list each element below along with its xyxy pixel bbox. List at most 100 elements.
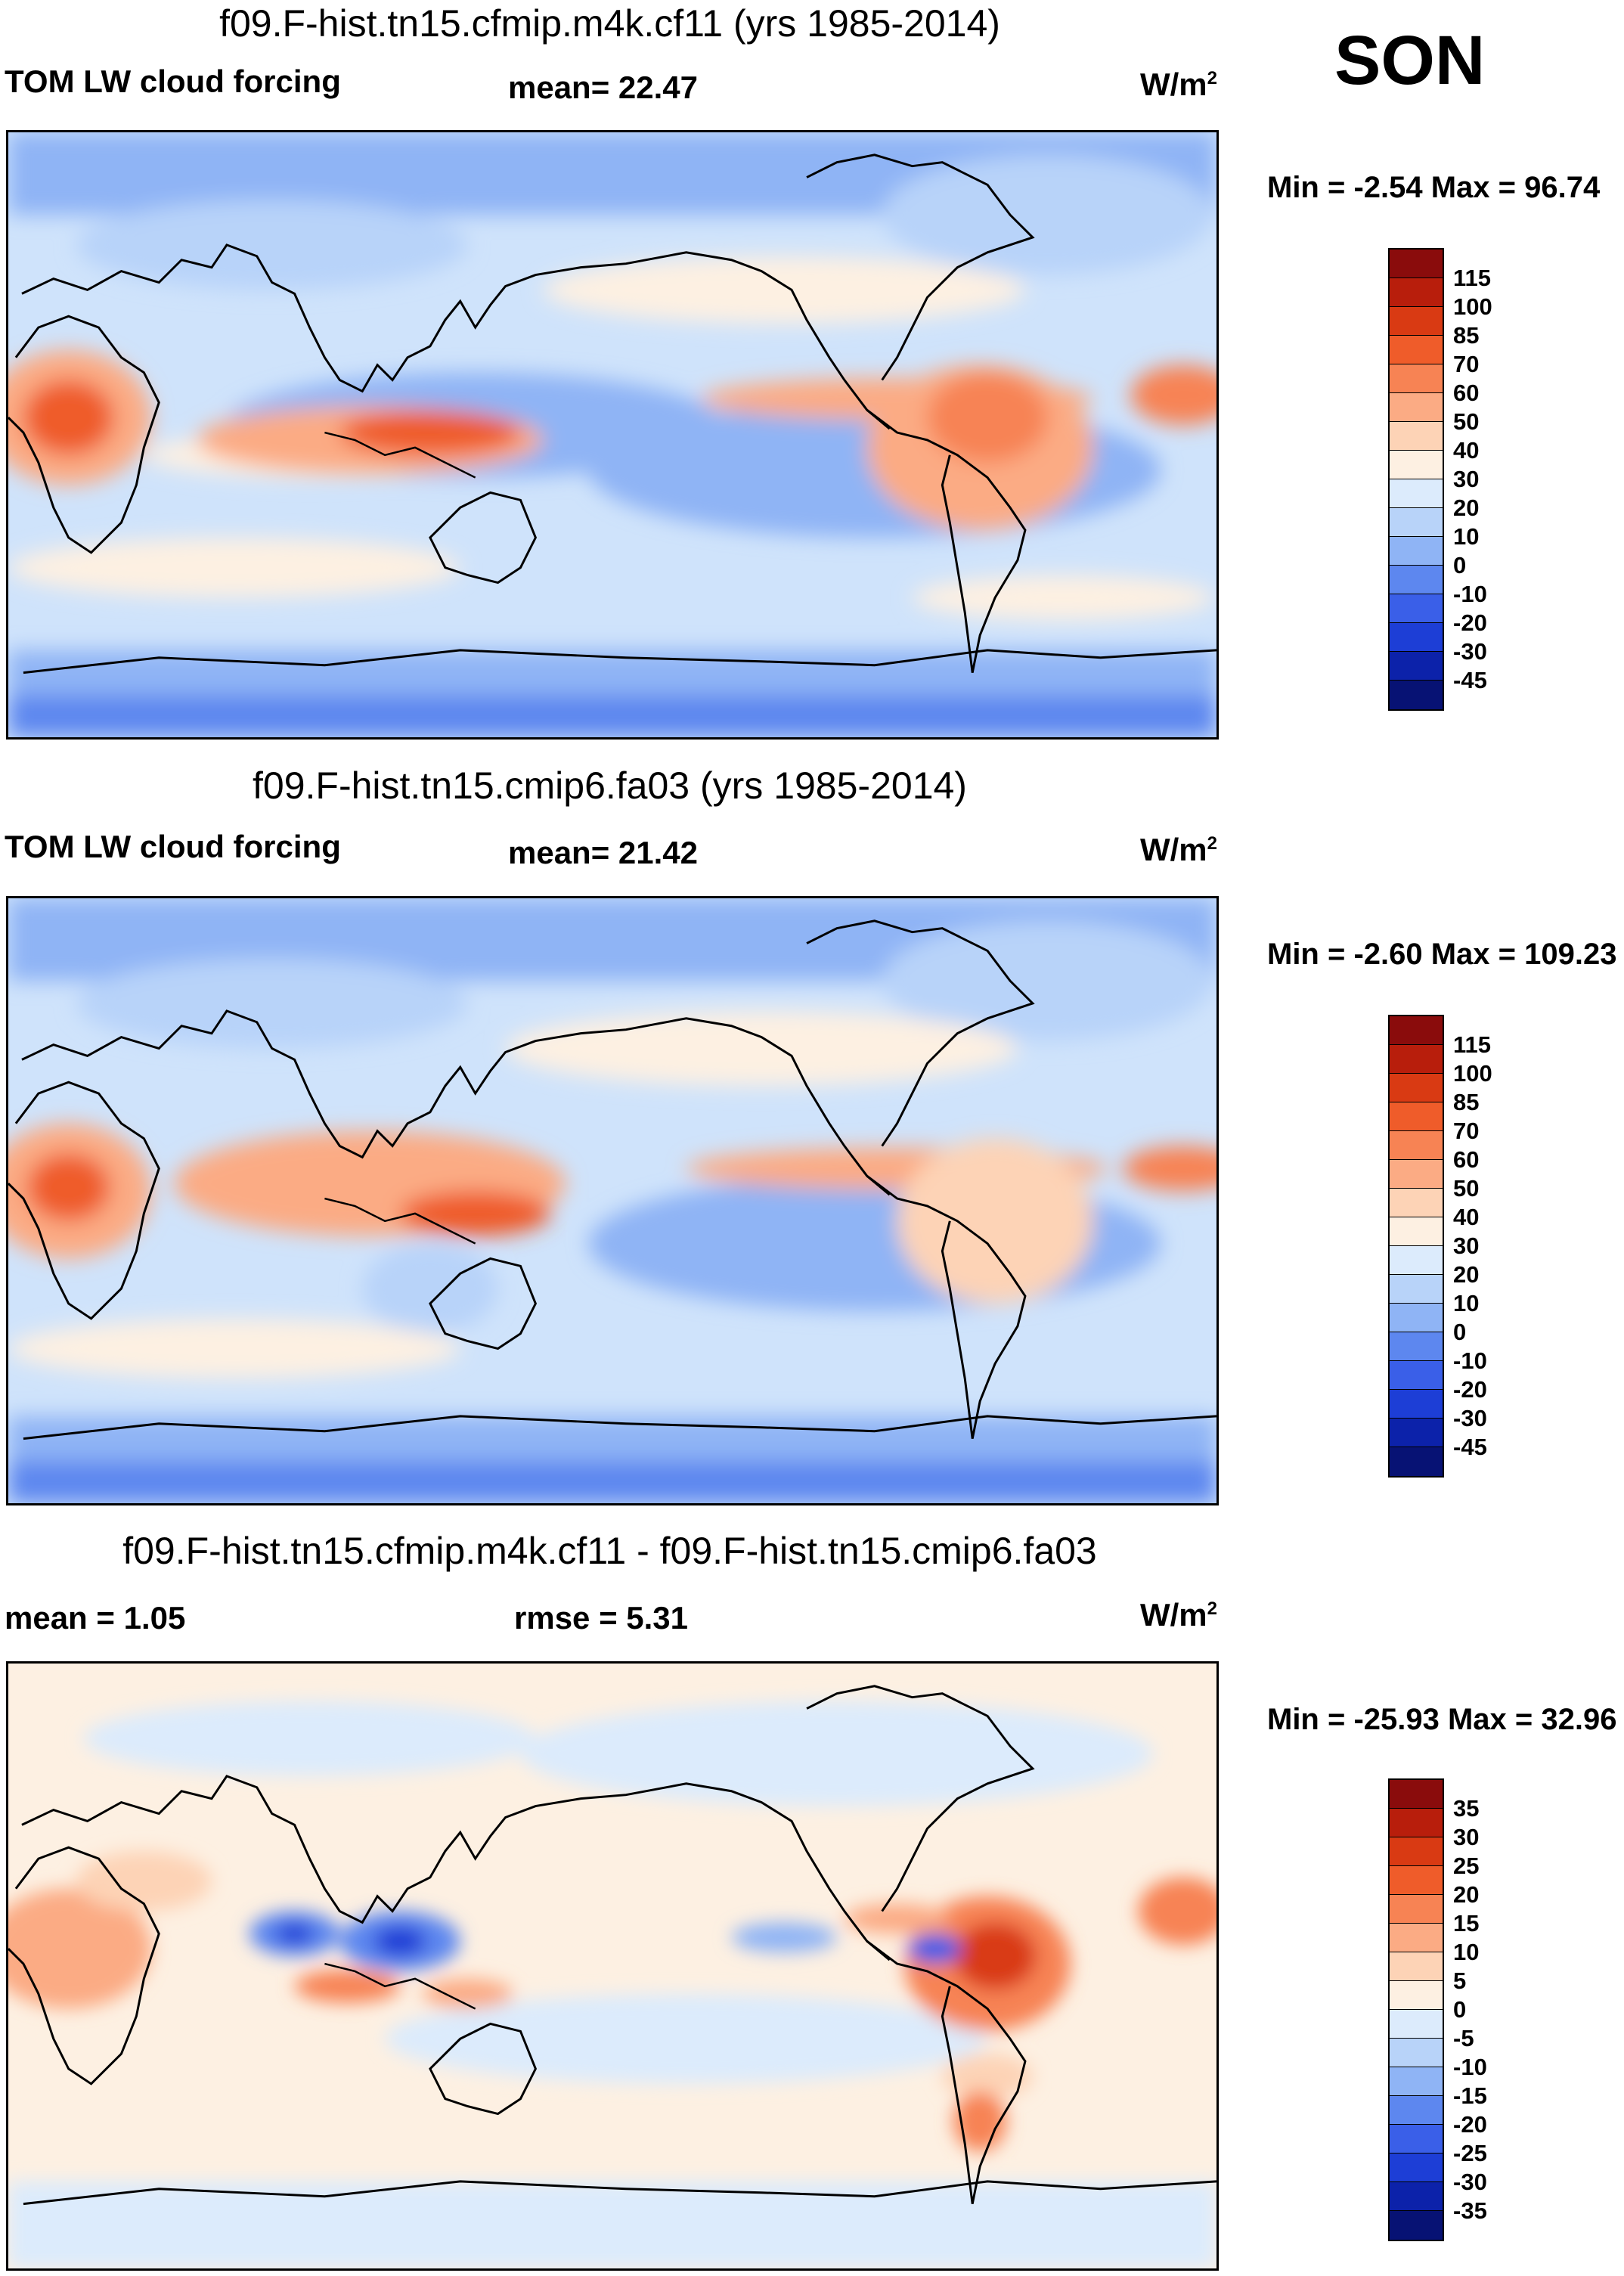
colorbar-tick-label: 85: [1453, 322, 1480, 349]
colorbar-segment: [1390, 1361, 1443, 1390]
colorbar-segment: [1390, 2010, 1443, 2039]
colorbar-2: [1388, 1015, 1444, 1478]
colorbar-tick-label: 60: [1453, 1146, 1480, 1173]
colorbar-tick-label: -35: [1453, 2197, 1487, 2224]
colorbar-segment: [1390, 566, 1443, 594]
colorbar-segment: [1390, 278, 1443, 307]
panel-3-mean: mean = 1.05: [5, 1600, 186, 1636]
colorbar-tick-label: 20: [1453, 1261, 1480, 1288]
colorbar-segment: [1390, 1160, 1443, 1189]
colorbar-tick-label: 40: [1453, 1204, 1480, 1230]
colorbar-tick-label: 70: [1453, 351, 1480, 377]
panel-3-rmse: rmse = 5.31: [514, 1600, 689, 1636]
contour-map-1: [8, 132, 1216, 737]
colorbar-segment: [1390, 2125, 1443, 2154]
colorbar-tick-label: -10: [1453, 2054, 1487, 2080]
panel-2-variable-label: TOM LW cloud forcing: [5, 829, 341, 864]
colorbar-segment: [1390, 2067, 1443, 2096]
panel-1-variable-label: TOM LW cloud forcing: [5, 64, 341, 99]
colorbar-tick-label: 20: [1453, 495, 1480, 521]
colorbar-segment: [1390, 479, 1443, 508]
colorbar-segment: [1390, 1246, 1443, 1275]
colorbar-segment: [1390, 1390, 1443, 1419]
colorbar-tick-label: 20: [1453, 1881, 1480, 1908]
colorbar-segment: [1390, 1131, 1443, 1160]
colorbar-tick-label: 0: [1453, 552, 1467, 578]
colorbar-tick-label: 5: [1453, 1967, 1467, 1994]
colorbar-tick-label: -15: [1453, 2082, 1487, 2109]
colorbar-segment: [1390, 2096, 1443, 2125]
colorbar-tick-label: -10: [1453, 581, 1487, 607]
panel-2-minmax: Min = -2.60 Max = 109.23: [1267, 938, 1617, 971]
colorbar-tick-label: 85: [1453, 1089, 1480, 1115]
panel-1-mean: mean= 22.47: [508, 70, 699, 105]
colorbar-3: [1388, 1778, 1444, 2241]
colorbar-tick-label: -25: [1453, 2140, 1487, 2166]
colorbar-segment: [1390, 250, 1443, 278]
colorbar-tick-label: 10: [1453, 523, 1480, 550]
colorbar-tick-label: 115: [1453, 265, 1492, 291]
colorbar-segment: [1390, 652, 1443, 681]
colorbar-1: [1388, 248, 1444, 711]
colorbar-segment: [1390, 1217, 1443, 1246]
colorbar-segment: [1390, 1419, 1443, 1447]
colorbar-segment: [1390, 1045, 1443, 1074]
panel-3-minmax: Min = -25.93 Max = 32.96: [1267, 1703, 1617, 1736]
colorbar-segment: [1390, 681, 1443, 709]
colorbar-segment: [1390, 364, 1443, 393]
season-label: SON: [1334, 22, 1486, 99]
colorbar-segment: [1390, 1981, 1443, 2010]
colorbar-segment: [1390, 1074, 1443, 1102]
colorbar-tick-label: 60: [1453, 380, 1480, 406]
colorbar-tick-label: -45: [1453, 1434, 1487, 1460]
colorbar-tick-label: 25: [1453, 1853, 1480, 1879]
colorbar-segment: [1390, 2211, 1443, 2240]
colorbar-tick-label: 70: [1453, 1118, 1480, 1144]
colorbar-segment: [1390, 1837, 1443, 1866]
colorbar-tick-label: -10: [1453, 1347, 1487, 1374]
colorbar-tick-label: 10: [1453, 1939, 1480, 1965]
colorbar-segment: [1390, 594, 1443, 623]
panel-2-title: f09.F-hist.tn15.cmip6.fa03 (yrs 1985-201…: [253, 764, 967, 807]
colorbar-segment: [1390, 451, 1443, 479]
colorbar-segment: [1390, 1304, 1443, 1332]
colorbar-tick-label: 15: [1453, 1910, 1480, 1936]
colorbar-segment: [1390, 1780, 1443, 1809]
colorbar-tick-label: 0: [1453, 1996, 1467, 2023]
colorbar-segment: [1390, 1895, 1443, 1924]
colorbar-tick-label: 10: [1453, 1290, 1480, 1316]
colorbar-tick-label: -30: [1453, 638, 1487, 665]
colorbar-tick-label: 50: [1453, 1175, 1480, 1202]
colorbar-tick-label: 0: [1453, 1319, 1467, 1345]
colorbar-tick-label: 100: [1453, 293, 1492, 320]
colorbar-tick-label: 50: [1453, 408, 1480, 435]
colorbar-segment: [1390, 1924, 1443, 1952]
colorbar-segment: [1390, 1809, 1443, 1837]
colorbar-tick-label: 100: [1453, 1060, 1492, 1087]
colorbar-tick-label: -20: [1453, 2111, 1487, 2138]
colorbar-segment: [1390, 537, 1443, 566]
panel-1-minmax: Min = -2.54 Max = 96.74: [1267, 171, 1601, 204]
colorbar-segment: [1390, 1866, 1443, 1895]
panel-3-title: f09.F-hist.tn15.cfmip.m4k.cf11 - f09.F-h…: [122, 1530, 1097, 1572]
colorbar-segment: [1390, 1016, 1443, 1045]
colorbar-tick-label: 115: [1453, 1031, 1492, 1058]
colorbar-tick-label: -45: [1453, 667, 1487, 693]
colorbar-segment: [1390, 1275, 1443, 1304]
colorbar-segment: [1390, 1102, 1443, 1131]
colorbar-tick-label: -20: [1453, 1376, 1487, 1403]
colorbar-tick-label: -5: [1453, 2025, 1474, 2051]
contour-map-3: [8, 1664, 1216, 2268]
colorbar-tick-label: -20: [1453, 609, 1487, 636]
colorbar-segment: [1390, 1952, 1443, 1981]
colorbar-tick-label: 30: [1453, 1233, 1480, 1259]
panel-2-mean: mean= 21.42: [508, 835, 699, 870]
colorbar-segment: [1390, 508, 1443, 537]
colorbar-segment: [1390, 1332, 1443, 1361]
colorbar-segment: [1390, 2154, 1443, 2182]
map-panel-2: [6, 896, 1219, 1505]
colorbar-tick-label: 30: [1453, 466, 1480, 492]
colorbar-tick-label: -30: [1453, 1405, 1487, 1431]
colorbar-tick-label: 40: [1453, 437, 1480, 464]
panel-1-title: f09.F-hist.tn15.cfmip.m4k.cf11 (yrs 1985…: [219, 2, 1000, 45]
